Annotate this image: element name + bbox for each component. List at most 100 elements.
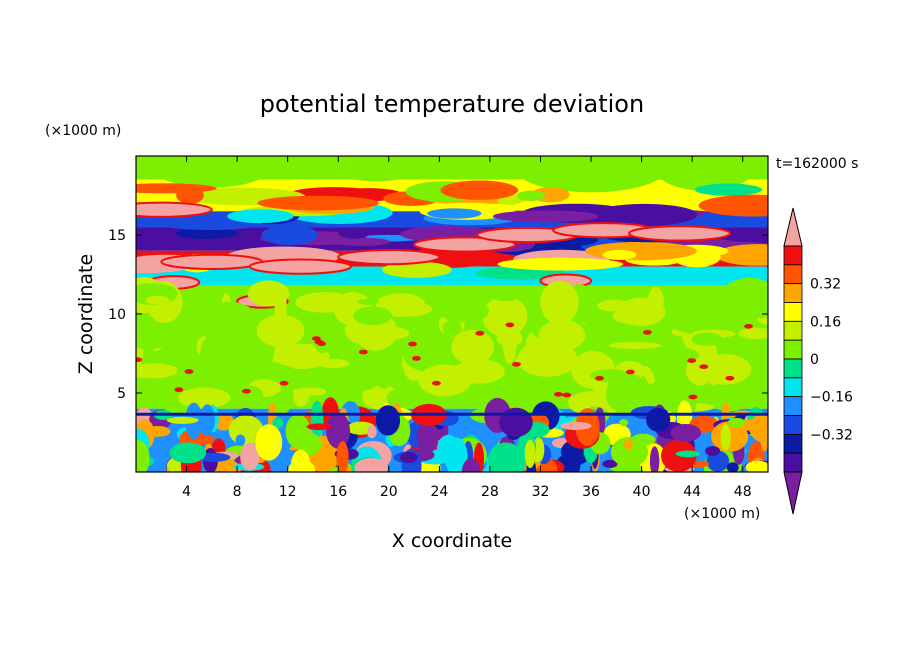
field-blob bbox=[741, 276, 755, 314]
field-blob bbox=[560, 421, 592, 430]
field-blob bbox=[160, 253, 264, 270]
field-blob bbox=[540, 280, 579, 325]
field-blob bbox=[136, 183, 217, 194]
x-tick-label: 8 bbox=[233, 484, 242, 500]
field-blob bbox=[654, 156, 756, 191]
field-blob bbox=[516, 190, 546, 201]
field-blob bbox=[538, 319, 586, 352]
field-blob bbox=[338, 227, 370, 239]
field-blob bbox=[313, 324, 332, 354]
field-blob bbox=[505, 322, 515, 328]
field-blob bbox=[232, 385, 264, 405]
field-blob bbox=[475, 330, 485, 336]
field-blob bbox=[310, 400, 324, 439]
field-blob bbox=[707, 383, 751, 412]
field-blob bbox=[255, 424, 283, 461]
field-blob bbox=[715, 244, 768, 266]
field-blob bbox=[625, 369, 635, 375]
field-blob bbox=[373, 360, 394, 389]
field-blob bbox=[720, 424, 731, 451]
x-tick-label: 24 bbox=[430, 484, 448, 500]
colorbar-segment bbox=[783, 377, 803, 398]
field-blob bbox=[296, 432, 322, 456]
field-blob bbox=[720, 332, 736, 359]
colorbar: 0.32 0.16 0 −0.16 −0.32 bbox=[783, 207, 853, 515]
field-blob bbox=[612, 307, 649, 324]
field-blob bbox=[691, 332, 723, 346]
field-blob bbox=[489, 287, 521, 302]
field-blob bbox=[418, 364, 472, 397]
field-blob bbox=[726, 462, 739, 472]
field-blob bbox=[427, 208, 482, 219]
field-blob bbox=[602, 249, 637, 260]
colorbar-segment bbox=[783, 433, 803, 454]
field-blob bbox=[444, 437, 468, 472]
field-blob bbox=[354, 458, 389, 472]
field-blob bbox=[744, 324, 753, 329]
field-blob bbox=[176, 356, 191, 397]
colorbar-min-arrow bbox=[783, 471, 803, 515]
field-blob bbox=[136, 363, 179, 379]
field-blob bbox=[145, 295, 170, 305]
field-blob bbox=[713, 308, 741, 323]
x-tick-label: 32 bbox=[532, 484, 550, 500]
x-tick-label: 12 bbox=[279, 484, 297, 500]
field-blob bbox=[306, 423, 332, 430]
field-blob bbox=[331, 237, 391, 246]
field-blob bbox=[199, 404, 215, 435]
field-blob bbox=[401, 331, 461, 373]
field-blob bbox=[386, 388, 419, 409]
x-tick-label: 44 bbox=[683, 484, 701, 500]
field-blob bbox=[497, 257, 624, 271]
field-blob bbox=[337, 376, 377, 391]
field-blob bbox=[608, 342, 662, 350]
field-blob bbox=[227, 209, 294, 224]
field-blob bbox=[148, 156, 276, 188]
field-blob bbox=[499, 407, 533, 437]
field-blob bbox=[247, 280, 290, 307]
field-blob bbox=[705, 446, 721, 456]
y-tick-label: 5 bbox=[117, 386, 126, 402]
field-blob bbox=[358, 349, 368, 355]
colorbar-segment bbox=[783, 283, 803, 303]
field-blob bbox=[382, 261, 452, 278]
field-blob bbox=[174, 387, 184, 393]
x-tick-label: 28 bbox=[481, 484, 499, 500]
y-unit-label: (×1000 m) bbox=[45, 123, 121, 139]
field-blob bbox=[257, 195, 379, 211]
field-blob bbox=[292, 387, 327, 396]
field-blob bbox=[524, 439, 536, 468]
field-blob bbox=[619, 419, 629, 427]
y-axis-label: Z coordinate bbox=[75, 254, 97, 374]
field-band bbox=[136, 412, 768, 416]
field-blob bbox=[687, 358, 697, 363]
y-tick-label: 10 bbox=[108, 307, 126, 323]
colorbar-tick-label: 0.16 bbox=[810, 314, 841, 330]
field-blob bbox=[451, 329, 494, 365]
field-blob bbox=[610, 436, 648, 468]
field-blob bbox=[675, 450, 700, 458]
colorbar-tick-label: 0.32 bbox=[810, 277, 841, 293]
field-blob bbox=[727, 417, 746, 428]
field-blob bbox=[440, 180, 519, 200]
field-blob bbox=[290, 449, 311, 472]
field-blob bbox=[417, 419, 439, 454]
field-blob bbox=[655, 347, 700, 363]
field-blob bbox=[175, 228, 238, 239]
time-label: t=162000 s bbox=[776, 156, 858, 172]
field-blob bbox=[337, 249, 441, 266]
colorbar-tick-label: 0 bbox=[810, 352, 819, 368]
field-blob bbox=[562, 392, 572, 398]
field-blob bbox=[461, 458, 481, 472]
field-blob bbox=[627, 225, 732, 242]
field-blob bbox=[602, 459, 618, 468]
colorbar-segment bbox=[783, 264, 803, 285]
field-blob bbox=[694, 183, 763, 196]
field-blob bbox=[647, 286, 664, 314]
field-blob bbox=[279, 380, 289, 386]
field-blob bbox=[247, 361, 282, 369]
field-blob bbox=[366, 425, 377, 439]
field-blob bbox=[136, 201, 213, 218]
x-tick-label: 16 bbox=[329, 484, 347, 500]
field-blob bbox=[413, 236, 517, 253]
